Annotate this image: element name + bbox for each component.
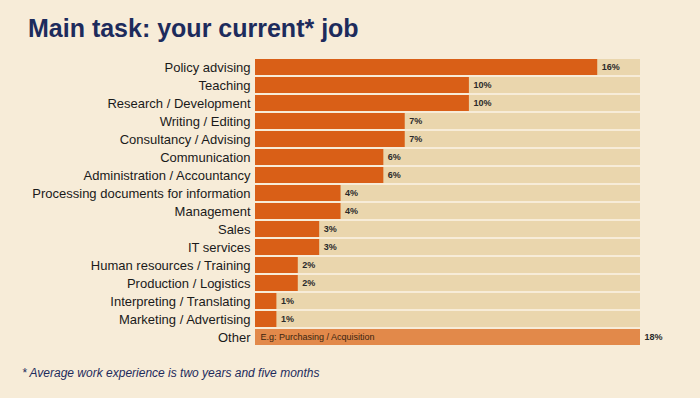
svg-text:Management: Management [175,204,251,219]
svg-text:10%: 10% [473,98,491,108]
svg-text:Research / Development: Research / Development [107,96,250,111]
svg-text:3%: 3% [324,224,337,234]
svg-text:16%: 16% [602,62,620,72]
svg-text:Production / Logistics: Production / Logistics [127,276,251,291]
svg-text:Interpreting / Translating: Interpreting / Translating [110,294,250,309]
svg-text:4%: 4% [345,188,358,198]
svg-text:IT services: IT services [188,240,251,255]
svg-text:10%: 10% [473,80,491,90]
svg-text:Administration / Accountancy: Administration / Accountancy [84,168,251,183]
svg-text:Sales: Sales [218,222,251,237]
svg-text:Communication: Communication [160,150,250,165]
html-text:* Average work experience is t: * Average work experience is two years a… [22,366,320,380]
svg-text:Other: Other [218,330,251,345]
svg-text:Processing documents for infor: Processing documents for information [32,186,250,201]
svg-text:7%: 7% [409,116,422,126]
svg-text:Policy advising: Policy advising [165,60,251,75]
svg-text:7%: 7% [409,134,422,144]
svg-text:Human resources / Training: Human resources / Training [91,258,251,273]
svg-text:Writing / Editing: Writing / Editing [160,114,251,129]
svg-text:1%: 1% [281,296,294,306]
svg-text:3%: 3% [324,242,337,252]
svg-text:6%: 6% [388,170,401,180]
svg-text:18%: 18% [645,332,663,342]
svg-text:Teaching: Teaching [198,78,250,93]
svg-text:Consultancy / Advising: Consultancy / Advising [120,132,251,147]
svg-text:4%: 4% [345,206,358,216]
svg-text:2%: 2% [302,278,315,288]
svg-text:1%: 1% [281,314,294,324]
svg-text:E.g: Purchasing / Acquisition: E.g: Purchasing / Acquisition [261,332,375,342]
html-text:Main task: your current* job: Main task: your current* job [28,14,359,42]
svg-text:Marketing / Advertising: Marketing / Advertising [119,312,251,327]
svg-text:6%: 6% [388,152,401,162]
svg-text:2%: 2% [302,260,315,270]
